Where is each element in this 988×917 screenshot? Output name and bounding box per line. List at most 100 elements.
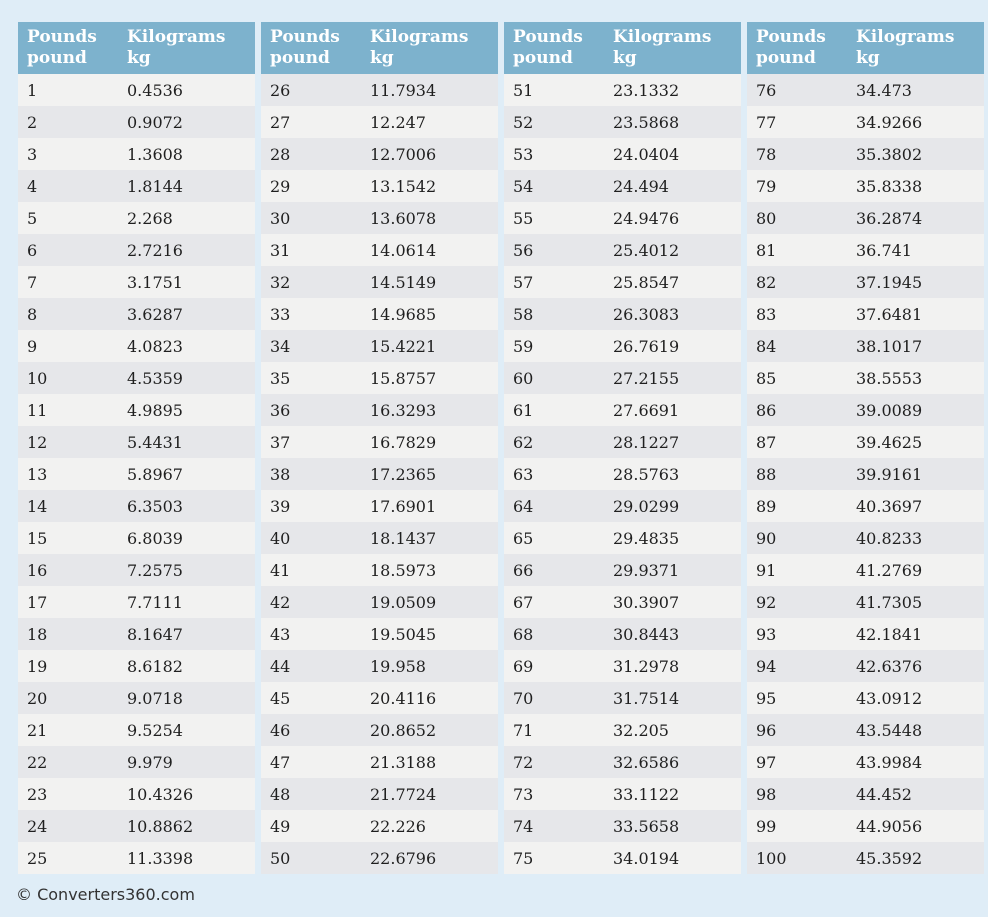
pounds-value: 42 xyxy=(270,592,291,612)
kilograms-value: 31.7514 xyxy=(613,688,680,708)
table-row: 45 20.4116 xyxy=(261,682,498,714)
table-row: 47 21.3188 xyxy=(261,746,498,778)
kilograms-value: 11.7934 xyxy=(370,80,437,100)
table-row: 44 19.958 xyxy=(261,650,498,682)
table-row: 71 32.205 xyxy=(504,714,741,746)
pounds-value: 86 xyxy=(756,400,777,420)
pounds-value: 33 xyxy=(270,304,291,324)
kilograms-header-unit: kg xyxy=(613,48,637,68)
kilograms-value: 23.5868 xyxy=(613,112,680,132)
pounds-column-header: Pounds pound xyxy=(261,27,370,74)
pounds-value: 31 xyxy=(270,240,291,260)
kilograms-value: 10.8862 xyxy=(127,816,194,836)
table-row: 51 23.1332 xyxy=(504,74,741,106)
pounds-value: 74 xyxy=(513,816,534,836)
pounds-value: 72 xyxy=(513,752,534,772)
pounds-value: 41 xyxy=(270,560,291,580)
kilograms-column-header: Kilograms kg xyxy=(613,27,741,74)
kilograms-value: 20.8652 xyxy=(370,720,437,740)
kilograms-value: 19.958 xyxy=(370,656,426,676)
kilograms-value: 3.1751 xyxy=(127,272,183,292)
pounds-value: 69 xyxy=(513,656,534,676)
pounds-value: 67 xyxy=(513,592,534,612)
table-row: 57 25.8547 xyxy=(504,266,741,298)
table-row: 80 36.2874 xyxy=(747,202,984,234)
pounds-value: 35 xyxy=(270,368,291,388)
table-row: 20 9.0718 xyxy=(18,682,255,714)
table-row: 81 36.741 xyxy=(747,234,984,266)
kilograms-value: 4.5359 xyxy=(127,368,183,388)
table-header: Pounds pound Kilograms kg xyxy=(261,22,498,74)
table-header: Pounds pound Kilograms kg xyxy=(504,22,741,74)
pounds-header-title: Pounds xyxy=(270,27,340,47)
kilograms-value: 28.5763 xyxy=(613,464,680,484)
table-row: 48 21.7724 xyxy=(261,778,498,810)
kilograms-value: 12.247 xyxy=(370,112,426,132)
table-row: 2 0.9072 xyxy=(18,106,255,138)
table-row: 89 40.3697 xyxy=(747,490,984,522)
table-row: 19 8.6182 xyxy=(18,650,255,682)
table-row: 16 7.2575 xyxy=(18,554,255,586)
kilograms-value: 7.2575 xyxy=(127,560,183,580)
table-row: 61 27.6691 xyxy=(504,394,741,426)
table-row: 21 9.5254 xyxy=(18,714,255,746)
pounds-value: 79 xyxy=(756,176,777,196)
pounds-value: 68 xyxy=(513,624,534,644)
table-row: 6 2.7216 xyxy=(18,234,255,266)
table-row: 88 39.9161 xyxy=(747,458,984,490)
table-row: 77 34.9266 xyxy=(747,106,984,138)
kilograms-value: 23.1332 xyxy=(613,80,680,100)
pounds-value: 95 xyxy=(756,688,777,708)
kilograms-value: 33.1122 xyxy=(613,784,680,804)
kilograms-value: 36.2874 xyxy=(856,208,923,228)
kilograms-value: 37.6481 xyxy=(856,304,923,324)
kilograms-value: 30.8443 xyxy=(613,624,680,644)
pounds-value: 49 xyxy=(270,816,291,836)
pounds-value: 76 xyxy=(756,80,777,100)
pounds-column-header: Pounds pound xyxy=(747,27,856,74)
pounds-value: 43 xyxy=(270,624,291,644)
table-row: 42 19.0509 xyxy=(261,586,498,618)
pounds-header-unit: pound xyxy=(756,48,816,68)
table-row: 85 38.5553 xyxy=(747,362,984,394)
kilograms-column-header: Kilograms kg xyxy=(127,27,255,74)
table-row: 74 33.5658 xyxy=(504,810,741,842)
conversion-table-3: Pounds pound Kilograms kg 51 23.1332 52 23.… xyxy=(504,22,741,874)
table-row: 72 32.6586 xyxy=(504,746,741,778)
kilograms-value: 40.3697 xyxy=(856,496,923,516)
pounds-value: 58 xyxy=(513,304,534,324)
pounds-value: 90 xyxy=(756,528,777,548)
kilograms-value: 29.4835 xyxy=(613,528,680,548)
pounds-value: 40 xyxy=(270,528,291,548)
kilograms-header-title: Kilograms xyxy=(127,27,226,47)
kilograms-value: 2.7216 xyxy=(127,240,183,260)
pounds-value: 1 xyxy=(27,80,38,100)
table-row: 9 4.0823 xyxy=(18,330,255,362)
table-row: 38 17.2365 xyxy=(261,458,498,490)
pounds-value: 92 xyxy=(756,592,777,612)
table-row: 70 31.7514 xyxy=(504,682,741,714)
kilograms-value: 42.6376 xyxy=(856,656,923,676)
kilograms-value: 24.494 xyxy=(613,176,669,196)
kilograms-value: 34.473 xyxy=(856,80,912,100)
table-row: 94 42.6376 xyxy=(747,650,984,682)
table-row: 82 37.1945 xyxy=(747,266,984,298)
pounds-value: 21 xyxy=(27,720,48,740)
pounds-value: 56 xyxy=(513,240,534,260)
pounds-value: 48 xyxy=(270,784,291,804)
table-row: 97 43.9984 xyxy=(747,746,984,778)
kilograms-value: 5.4431 xyxy=(127,432,183,452)
kilograms-value: 36.741 xyxy=(856,240,912,260)
pounds-header-unit: pound xyxy=(27,48,87,68)
kilograms-value: 38.1017 xyxy=(856,336,923,356)
table-row: 73 33.1122 xyxy=(504,778,741,810)
table-row: 98 44.452 xyxy=(747,778,984,810)
pounds-value: 9 xyxy=(27,336,38,356)
pounds-value: 50 xyxy=(270,848,291,868)
kilograms-value: 41.2769 xyxy=(856,560,923,580)
table-row: 53 24.0404 xyxy=(504,138,741,170)
pounds-value: 62 xyxy=(513,432,534,452)
table-row: 31 14.0614 xyxy=(261,234,498,266)
table-row: 8 3.6287 xyxy=(18,298,255,330)
table-row: 95 43.0912 xyxy=(747,682,984,714)
